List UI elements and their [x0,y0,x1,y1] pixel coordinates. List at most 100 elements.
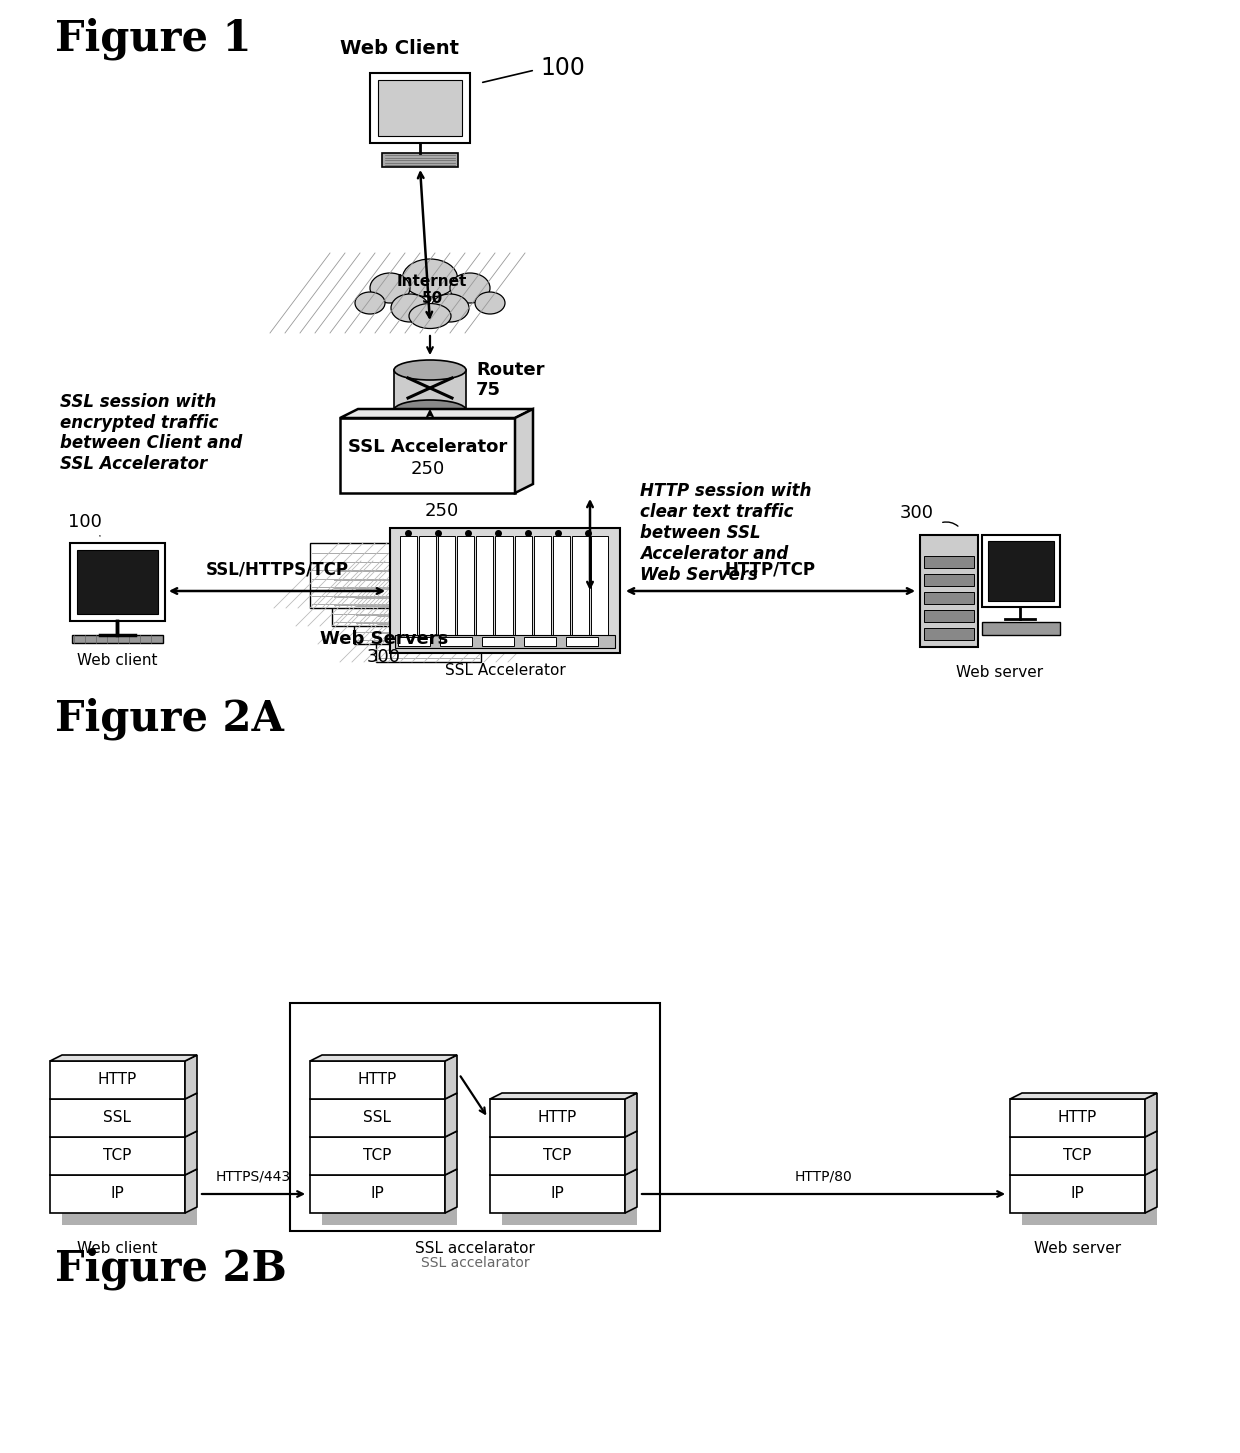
Polygon shape [490,1093,637,1098]
Polygon shape [310,543,415,607]
Polygon shape [50,1055,197,1061]
Text: IP: IP [110,1187,124,1202]
Polygon shape [440,636,472,647]
Polygon shape [185,1170,197,1213]
Polygon shape [445,1093,458,1138]
Text: 300: 300 [367,648,401,665]
Polygon shape [376,597,481,663]
Polygon shape [69,543,165,620]
Polygon shape [401,536,417,635]
Polygon shape [625,1130,637,1175]
Polygon shape [72,635,162,644]
Polygon shape [1011,1138,1145,1175]
Text: Figure 2B: Figure 2B [55,1248,286,1290]
Ellipse shape [432,294,469,323]
Text: HTTP session with
clear text traffic
between SSL
Accelerator and
Web Servers: HTTP session with clear text traffic bet… [640,482,811,584]
Polygon shape [353,578,459,644]
Polygon shape [50,1175,185,1213]
Polygon shape [924,610,973,622]
Polygon shape [1145,1093,1157,1138]
Text: HTTP/TCP: HTTP/TCP [724,561,816,578]
Text: HTTP/80: HTTP/80 [795,1170,852,1184]
Polygon shape [445,1170,458,1213]
Polygon shape [525,636,556,647]
Text: SSL/HTTPS/TCP: SSL/HTTPS/TCP [206,561,348,578]
Ellipse shape [409,304,451,328]
Text: SSL session with
encrypted traffic
between Client and
SSL Accelerator: SSL session with encrypted traffic betwe… [60,392,242,474]
Polygon shape [1011,1098,1145,1138]
Polygon shape [445,1055,458,1098]
Polygon shape [185,1130,197,1175]
Polygon shape [310,1138,445,1175]
Polygon shape [515,536,532,635]
Text: Web server: Web server [1034,1241,1121,1255]
Polygon shape [378,80,463,137]
Text: SSL: SSL [103,1110,131,1126]
Text: IP: IP [371,1187,384,1202]
Ellipse shape [391,294,429,323]
Polygon shape [924,628,973,639]
Polygon shape [496,536,512,635]
Polygon shape [924,556,973,568]
Polygon shape [77,551,157,615]
Text: TCP: TCP [363,1148,392,1164]
Polygon shape [482,636,515,647]
Polygon shape [625,1170,637,1213]
Text: HTTP: HTTP [98,1072,138,1087]
Polygon shape [50,1098,185,1138]
Text: Web Client: Web Client [341,39,460,58]
Polygon shape [572,536,589,635]
Polygon shape [924,591,973,604]
Text: SSL: SSL [363,1110,392,1126]
Polygon shape [62,1072,197,1225]
Text: TCP: TCP [543,1148,572,1164]
Polygon shape [382,153,458,167]
Polygon shape [1022,1112,1157,1225]
Text: HTTP: HTTP [358,1072,397,1087]
Polygon shape [553,536,570,635]
Polygon shape [591,536,608,635]
Ellipse shape [355,292,384,314]
Polygon shape [398,636,430,647]
Polygon shape [502,1112,637,1225]
Polygon shape [490,1098,625,1138]
Text: 100: 100 [68,513,102,530]
Text: HTTP: HTTP [538,1110,577,1126]
Text: Web server: Web server [956,665,1044,680]
Polygon shape [396,635,615,648]
Text: IP: IP [1070,1187,1084,1202]
Polygon shape [340,418,515,493]
Polygon shape [419,536,436,635]
Polygon shape [310,1098,445,1138]
Polygon shape [476,536,494,635]
Text: Web client: Web client [77,1241,157,1255]
Polygon shape [310,1061,445,1098]
Polygon shape [50,1138,185,1175]
Ellipse shape [370,273,410,304]
Text: IP: IP [551,1187,564,1202]
Text: SSL accelarator: SSL accelarator [420,1255,529,1270]
Text: TCP: TCP [1064,1148,1091,1164]
Polygon shape [1145,1130,1157,1175]
Polygon shape [625,1093,637,1138]
Text: Internet
50: Internet 50 [397,273,467,307]
Polygon shape [924,574,973,586]
Polygon shape [1011,1175,1145,1213]
Text: HTTP: HTTP [1058,1110,1097,1126]
Polygon shape [370,73,470,142]
Polygon shape [185,1055,197,1098]
Text: 250: 250 [410,461,445,478]
Ellipse shape [475,292,505,314]
Text: Web client: Web client [77,652,157,668]
Text: 100: 100 [539,57,585,80]
Polygon shape [982,535,1060,607]
Ellipse shape [394,400,466,420]
Ellipse shape [394,360,466,381]
Text: Figure 2A: Figure 2A [55,697,284,741]
Polygon shape [565,636,598,647]
Text: Router
75: Router 75 [476,360,544,400]
Polygon shape [515,408,533,493]
Text: Web Servers: Web Servers [320,631,448,648]
Polygon shape [391,527,620,652]
Polygon shape [533,536,551,635]
